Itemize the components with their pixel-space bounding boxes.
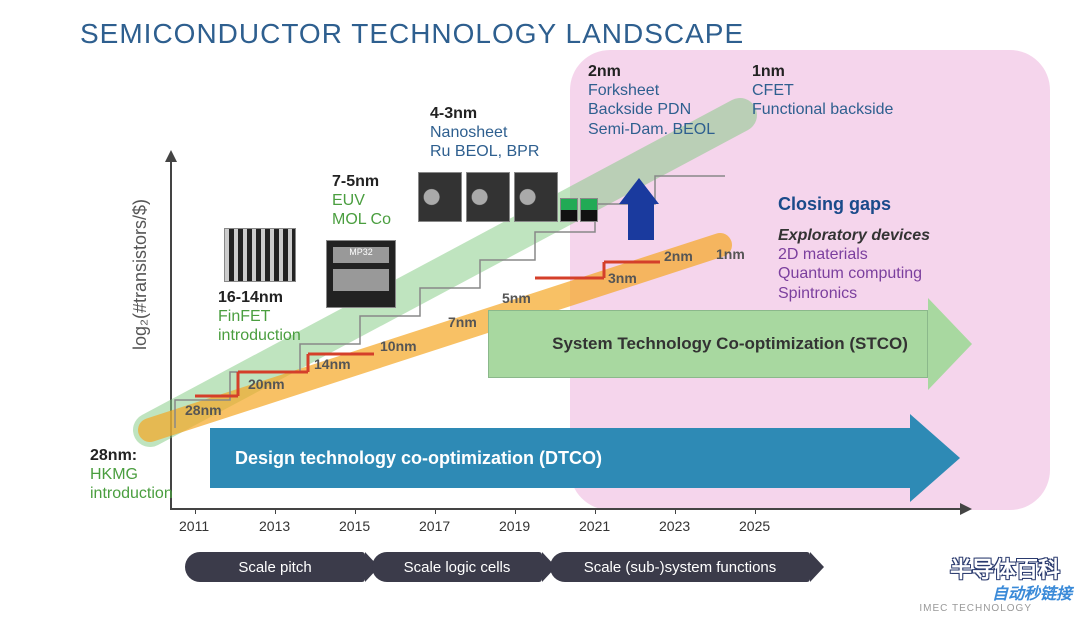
tech-generation-label: 4-3nmNanosheetRu BEOL, BPR	[430, 104, 539, 162]
closing-gap-arrow-icon	[628, 178, 659, 240]
tech-thumbnail	[560, 198, 578, 222]
dtco-arrow: Design technology co-optimization (DTCO)	[210, 428, 960, 488]
node-label: 14nm	[314, 356, 351, 372]
y-arrowhead	[165, 150, 177, 162]
y-axis-label: log₂(#transistors/$)	[130, 199, 151, 350]
node-label: 5nm	[502, 290, 531, 306]
tech-thumbnail	[514, 172, 558, 222]
node-label: 20nm	[248, 376, 285, 392]
chart-container: SEMICONDUCTOR TECHNOLOGY LANDSCAPE log₂(…	[0, 0, 1080, 624]
link-watermark: 自动秒链接	[992, 580, 1072, 604]
closing-gaps-label: Closing gaps	[778, 194, 891, 216]
tech-generation-label: 1nmCFETFunctional backside	[752, 62, 893, 120]
node-label: 7nm	[448, 314, 477, 330]
x-arrowhead	[960, 503, 972, 515]
exploratory-devices: Exploratory devices2D materialsQuantum c…	[778, 226, 930, 303]
node-label: 3nm	[608, 270, 637, 286]
year-tick: 2019	[499, 518, 530, 534]
year-tick: 2011	[179, 518, 209, 534]
year-tick: 2023	[659, 518, 690, 534]
node-label: 28nm	[185, 402, 222, 418]
tech-thumbnail: MP32	[326, 240, 396, 308]
year-tick: 2017	[419, 518, 450, 534]
x-axis	[170, 508, 960, 510]
year-tick: 2013	[259, 518, 290, 534]
tech-thumbnail	[224, 228, 296, 282]
page-title: SEMICONDUCTOR TECHNOLOGY LANDSCAPE	[80, 18, 744, 50]
era-pill: Scale pitch	[185, 552, 365, 582]
tech-thumbnail	[466, 172, 510, 222]
era-pill: Scale (sub-)system functions	[550, 552, 810, 582]
tech-generation-label: 28nm:HKMGintroduction	[90, 446, 173, 504]
tech-thumbnail	[580, 198, 598, 222]
tech-generation-label: 7-5nmEUVMOL Co	[332, 172, 391, 230]
node-label: 10nm	[380, 338, 417, 354]
year-tick: 2021	[579, 518, 610, 534]
year-tick: 2025	[739, 518, 770, 534]
tech-generation-label: 2nmForksheetBackside PDNSemi-Dam. BEOL	[588, 62, 715, 139]
era-pill: Scale logic cells	[372, 552, 542, 582]
node-label: 1nm	[716, 246, 745, 262]
stco-label: System Technology Co-optimization (STCO)	[536, 334, 923, 354]
year-tick: 2015	[339, 518, 370, 534]
tech-generation-label: 16-14nmFinFETintroduction	[218, 288, 301, 346]
dtco-label: Design technology co-optimization (DTCO)	[235, 448, 935, 469]
stco-arrow: System Technology Co-optimization (STCO)	[488, 310, 972, 378]
imec-watermark: IMEC TECHNOLOGY	[919, 603, 1032, 614]
tech-thumbnail	[418, 172, 462, 222]
node-label: 2nm	[664, 248, 693, 264]
